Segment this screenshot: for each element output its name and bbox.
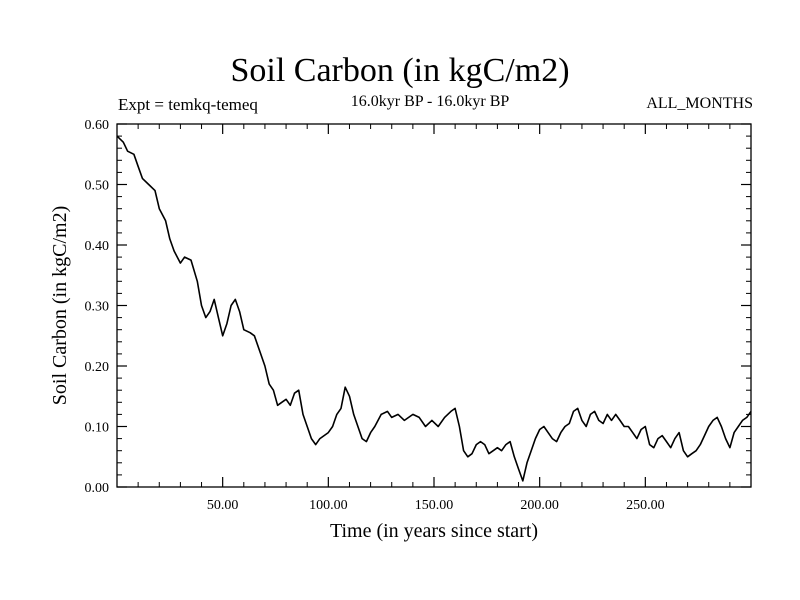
tick-marks [117,123,751,488]
x-tick-label: 200.00 [520,498,559,513]
x-tick-label: 50.00 [207,498,239,513]
months-label: ALL_MONTHS [646,95,753,112]
period-label: 16.0kyr BP - 16.0kyr BP [350,93,510,110]
y-axis-label: Soil Carbon (in kgC/m2) [49,206,71,405]
series-line [116,135,752,482]
chart-title: Soil Carbon (in kgC/m2) [230,52,570,89]
plot-frame [116,123,752,488]
x-tick-label: 250.00 [626,498,665,513]
tick-labels: 50.00 100.00 150.00 200.00 250.00 0.00 0.10 0.2… [85,118,665,513]
y-tick-label: 0.50 [85,179,110,194]
experiment-label: Expt = temkq-temeq [118,95,258,114]
x-axis-label: Time (in years since start) [330,520,538,542]
y-tick-label: 0.30 [85,300,110,315]
y-tick-label: 0.20 [85,360,110,375]
x-tick-label: 150.00 [415,498,454,513]
y-tick-label: 0.40 [85,239,110,254]
x-tick-label: 100.00 [309,498,348,513]
y-tick-label: 0.60 [85,118,110,133]
y-tick-label: 0.00 [85,481,110,496]
series-layer [116,135,752,482]
y-tick-label: 0.10 [85,421,110,436]
